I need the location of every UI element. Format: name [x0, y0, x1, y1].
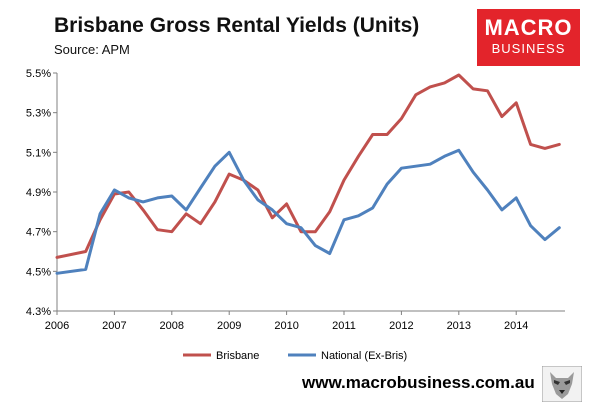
legend-label: Brisbane: [216, 350, 259, 362]
series-line-national-ex-bris: [55, 148, 561, 275]
y-tick-label: 4.7%: [26, 227, 51, 239]
y-tick-label: 5.3%: [26, 108, 51, 120]
x-tick-label: 2007: [102, 320, 126, 332]
series-line-brisbane: [55, 73, 561, 259]
chart-axes: 4.3% 4.5% 4.7% 4.9% 5.1% 5.3% 5.5% 2006 2007 2008…: [26, 68, 565, 332]
chart-title: Brisbane Gross Rental Yields (Units): [54, 14, 420, 37]
chart-series: [55, 73, 561, 275]
x-tick-label: 2012: [389, 320, 413, 332]
x-tick-label: 2008: [160, 320, 184, 332]
macro-business-logo: MACRO BUSINESS: [477, 9, 580, 66]
footer-url[interactable]: www.macrobusiness.com.au: [302, 373, 535, 392]
x-tick-label: 2013: [447, 320, 471, 332]
y-tick-label: 4.9%: [26, 187, 51, 199]
logo-line-2: BUSINESS: [491, 41, 566, 56]
x-tick-label: 2009: [217, 320, 241, 332]
x-tick-label: 2014: [504, 320, 528, 332]
y-tick-label: 4.3%: [26, 306, 51, 318]
y-tick-label: 4.5%: [26, 266, 51, 278]
y-tick-label: 5.5%: [26, 68, 51, 80]
x-tick-label: 2006: [45, 320, 69, 332]
legend-label: National (Ex-Bris): [321, 350, 407, 362]
x-tick-label: 2011: [332, 320, 356, 332]
chart-source: Source: APM: [54, 42, 130, 57]
logo-line-1: MACRO: [484, 15, 573, 40]
wolf-logo-icon: [542, 366, 582, 402]
chart-legend: Brisbane National (Ex-Bris): [183, 350, 407, 362]
x-tick-label: 2010: [274, 320, 298, 332]
y-tick-label: 5.1%: [26, 147, 51, 159]
